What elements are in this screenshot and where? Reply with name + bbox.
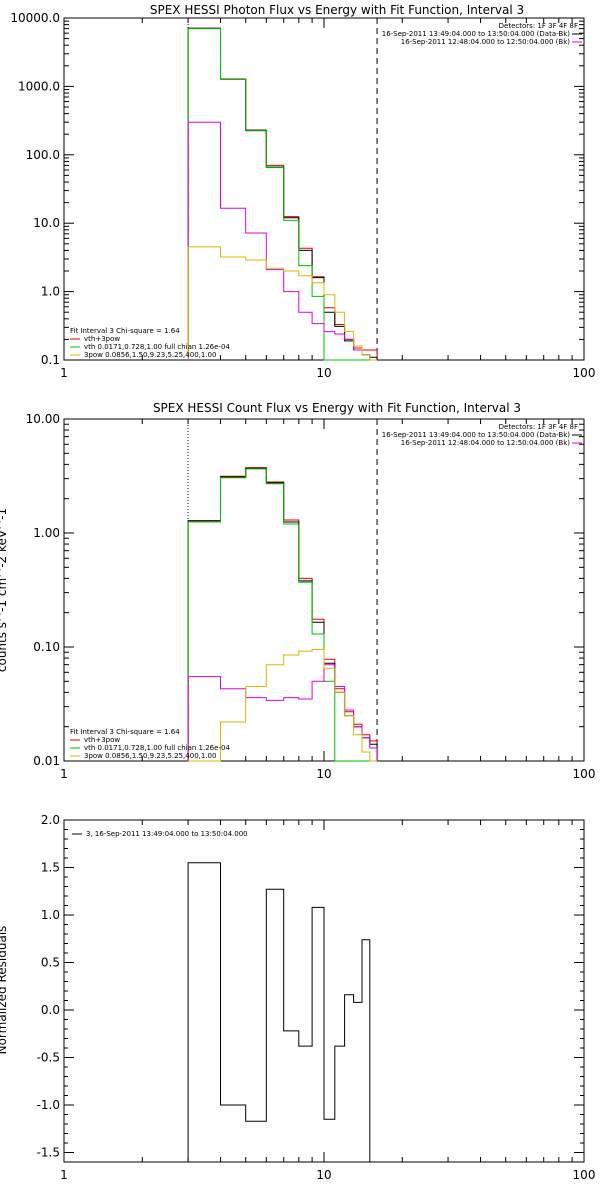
fit-label-total: vth+3pow (84, 335, 120, 343)
y-tick-label: 0.5 (41, 956, 60, 970)
series-line-photon-3 (187, 121, 378, 361)
fit-label-total-count: vth+3pow (84, 736, 120, 744)
panel-photon-flux: SPEX HESSI Photon Flux vs Energy with Fi… (10, 3, 595, 380)
y-tick-label: 0.10 (33, 640, 60, 654)
fit-label-thermal: vth 0.0171,0.728,1.00 full chian 1.26e-0… (84, 343, 230, 351)
x-tick-label: 10 (316, 767, 331, 781)
y-tick-label: -1.0 (37, 1098, 60, 1112)
fit-interval-label-count: Fit Interval 3 Chi-square = 1.64 (70, 728, 180, 736)
series-line-residuals-0 (187, 862, 378, 1163)
y-tick-label: 2.0 (41, 813, 60, 827)
y-tick-label: 10000.0 (10, 11, 60, 25)
axes-photon: 1 10 100 0.1 1.0 10.0 100.0 1000.0 10000.0 (10, 11, 595, 380)
fit-interval-label: Fit Interval 3 Chi-square = 1.64 (70, 327, 180, 335)
y-tick-label: 1.0 (41, 285, 60, 299)
y-tick-label: 10.00 (26, 412, 60, 426)
x-tick-label: 100 (573, 767, 596, 781)
legend-detectors: Detectors: 1F 3F 4F 8F (499, 22, 578, 30)
x-tick-label: 10 (316, 366, 331, 380)
chart-title-photon: SPEX HESSI Photon Flux vs Energy with Fi… (150, 3, 524, 17)
series-line-count-1 (187, 467, 378, 761)
series-line-photon-0 (187, 27, 378, 360)
y-tick-label: 1.5 (41, 861, 60, 875)
y-tick-label: 0.01 (33, 754, 60, 768)
series-line-photon-2 (187, 28, 378, 361)
x-tick-label: 10 (316, 1168, 331, 1182)
fit-label-powerlaw: 3pow 0.0856,1.50,9.23,5.25,400,1.00 (84, 351, 216, 359)
series-line-photon-1 (187, 27, 378, 360)
y-tick-label: -1.5 (37, 1146, 60, 1160)
legend-data-interval: 16-Sep-2011 13:49:04.000 to 13:50:04.000… (382, 30, 571, 38)
series-photon (187, 18, 378, 361)
series-count (187, 419, 378, 762)
x-tick-label: 1 (60, 767, 68, 781)
legend-detectors-count: Detectors: 1F 3F 4F 8F (499, 423, 578, 431)
fit-label-thermal-count: vth 0.0171,0.728,1.00 full chian 1.26e-0… (84, 744, 230, 752)
panel-residuals: 1 10 100 -1.5 -1.0 -0.5 0.0 0.5 1.0 1.5 2.0 Normal… (0, 813, 595, 1182)
plot-frame-count (63, 418, 585, 762)
y-tick-label: 1.00 (33, 526, 60, 540)
legend-residuals: 3, 16-Sep-2011 13:49:04.000 to 13:50:04.… (72, 830, 248, 838)
fit-legend-count: Fit Interval 3 Chi-square = 1.64 vth+3po… (70, 728, 230, 760)
axes-count: 1 10 100 0.01 0.10 1.00 10.00 (26, 412, 596, 781)
x-tick-label: 1 (60, 1168, 68, 1182)
y-tick-label: 10.0 (33, 216, 60, 230)
series-residuals (187, 862, 378, 1163)
x-tick-label: 100 (573, 1168, 596, 1182)
y-axis-label-residuals: Normalized Residuals (0, 926, 9, 1055)
legend-bk-interval-count: 16-Sep-2011 12:48:04.000 to 12:50:04.000… (401, 439, 571, 447)
fit-label-powerlaw-count: 3pow 0.0856,1.50,9.23,5.25,400,1.00 (84, 752, 216, 760)
series-line-count-4 (188, 649, 378, 762)
series-line-photon-4 (187, 246, 378, 361)
fit-legend-photon: Fit Interval 3 Chi-square = 1.64 vth+3po… (70, 327, 230, 359)
legend-photon: Detectors: 1F 3F 4F 8F 16-Sep-2011 13:49… (382, 22, 582, 46)
y-tick-label: 1000.0 (18, 79, 60, 93)
panel-count-flux: SPEX HESSI Count Flux vs Energy with Fit… (0, 401, 595, 781)
x-tick-label: 1 (60, 366, 68, 380)
legend-count: Detectors: 1F 3F 4F 8F 16-Sep-2011 13:49… (382, 423, 582, 447)
legend-residuals-label: 3, 16-Sep-2011 13:49:04.000 to 13:50:04.… (86, 830, 248, 838)
series-line-count-0 (187, 467, 378, 761)
y-tick-label: 1.0 (41, 908, 60, 922)
axes-residuals: 1 10 100 -1.5 -1.0 -0.5 0.0 0.5 1.0 1.5 2.0 (37, 813, 596, 1182)
y-tick-label: 0.0 (41, 1003, 60, 1017)
chart-title-count: SPEX HESSI Count Flux vs Energy with Fit… (153, 401, 521, 415)
legend-data-interval-count: 16-Sep-2011 13:49:04.000 to 13:50:04.000… (382, 431, 571, 439)
y-axis-label-count: counts s^-1 cm^-2 keV^-1 (0, 508, 9, 672)
y-tick-label: 0.1 (41, 353, 60, 367)
y-tick-label: 100.0 (26, 148, 60, 162)
series-line-count-2 (187, 468, 378, 762)
y-tick-label: -0.5 (37, 1051, 60, 1065)
x-tick-label: 100 (573, 366, 596, 380)
legend-bk-interval: 16-Sep-2011 12:48:04.000 to 12:50:04.000… (401, 38, 571, 46)
